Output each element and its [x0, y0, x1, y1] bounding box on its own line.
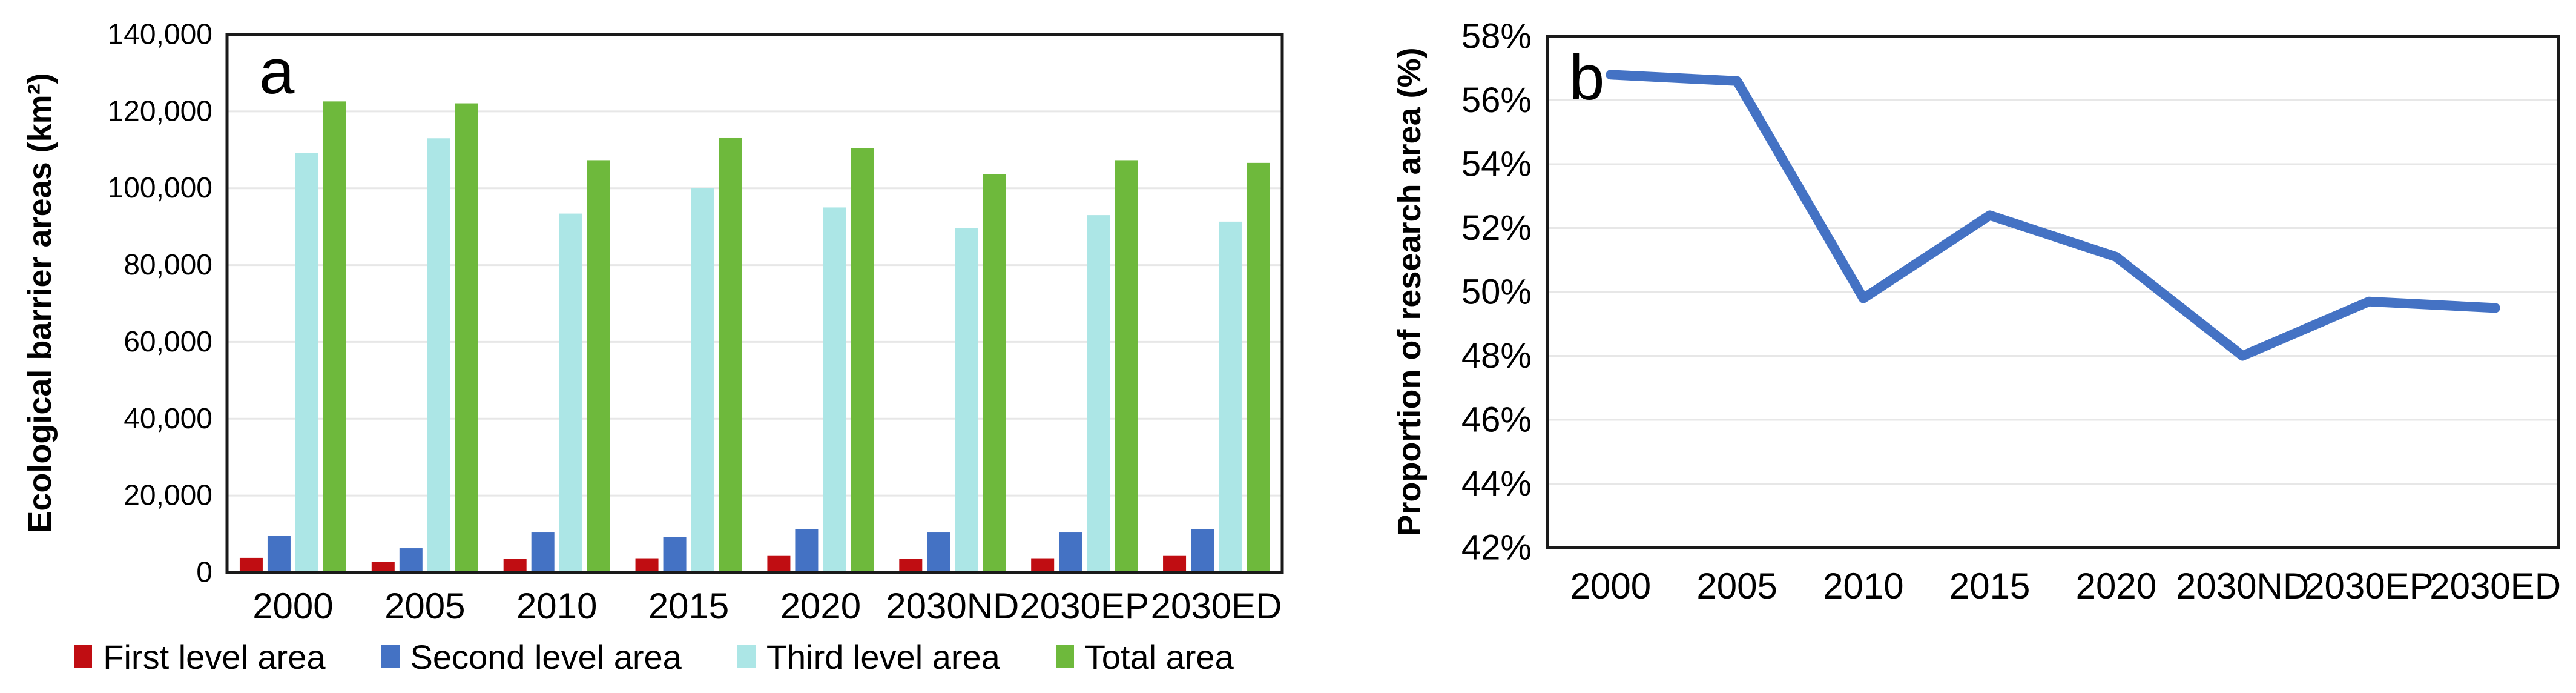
bar-total-area-2030EP	[1115, 160, 1138, 572]
y-tick-label: 48%	[1461, 336, 1532, 376]
y-tick-label: 20,000	[124, 480, 212, 512]
x-tick-label: 2000	[252, 586, 333, 626]
bar-third-level-area-2030ED	[1219, 221, 1242, 572]
panel-b-y-axis-title: Proportion of research area (%)	[1391, 47, 1428, 537]
bar-third-level-area-2010	[559, 213, 582, 572]
x-tick-label: 2015	[648, 586, 729, 626]
x-tick-label: 2005	[1696, 566, 1777, 606]
legend: First level area Second level area Third l…	[0, 632, 1308, 681]
x-tick-label: 2000	[1570, 566, 1651, 606]
legend-item-third-level-area: Third level area	[737, 637, 1000, 677]
bar-third-level-area-2030ND	[955, 228, 978, 572]
legend-item-second-level-area: Second level area	[381, 637, 682, 677]
bar-total-area-2015	[719, 137, 742, 572]
panel-a-y-axis-title: Ecological barrier areas (km²)	[22, 73, 58, 533]
bar-third-level-area-2030EP	[1087, 215, 1110, 573]
line-proportion-of-research-area	[1606, 70, 2500, 361]
legend-swatch	[737, 645, 756, 668]
x-tick-label: 2030ED	[1151, 586, 1282, 626]
legend-label: Total area	[1084, 637, 1234, 676]
bar-total-area-2030ND	[983, 174, 1006, 572]
panel-b-letter: b	[1569, 42, 1605, 113]
bar-first-level-area-2010	[503, 559, 527, 572]
x-tick-label: 2015	[1949, 566, 2030, 606]
bar-first-level-area-2030ED	[1163, 555, 1187, 572]
x-tick-label: 2030ND	[2176, 566, 2309, 606]
x-tick-label: 2030EP	[2304, 566, 2434, 606]
bar-second-level-area-2000	[267, 536, 291, 572]
bar-third-level-area-2005	[427, 138, 450, 572]
panel-a-letter: a	[259, 36, 295, 107]
bar-second-level-area-2005	[399, 548, 423, 572]
legend-item-total-area: Total area	[1055, 637, 1234, 677]
bar-third-level-area-2015	[691, 188, 714, 573]
y-tick-label: 46%	[1461, 400, 1532, 440]
y-tick-label: 40,000	[124, 403, 212, 435]
y-tick-label: 52%	[1461, 208, 1532, 248]
legend-swatch	[381, 645, 400, 668]
y-tick-label: 44%	[1461, 464, 1532, 503]
bar-first-level-area-2030EP	[1031, 558, 1055, 572]
legend-swatch	[1055, 645, 1074, 668]
bar-first-level-area-2005	[371, 562, 395, 572]
bar-total-area-2030ED	[1247, 162, 1270, 572]
y-tick-label: 100,000	[107, 172, 212, 204]
x-tick-label: 2030ND	[886, 586, 1019, 626]
bar-first-level-area-2000	[239, 557, 263, 572]
y-tick-label: 80,000	[124, 249, 212, 281]
x-tick-label: 2020	[780, 586, 861, 626]
bar-total-area-2005	[455, 103, 478, 573]
y-tick-label: 54%	[1461, 145, 1532, 184]
y-tick-label: 56%	[1461, 81, 1532, 120]
bar-third-level-area-2000	[295, 153, 318, 573]
bar-first-level-area-2020	[767, 555, 791, 572]
y-tick-label: 0	[196, 557, 212, 589]
y-tick-label: 58%	[1461, 17, 1532, 56]
x-tick-label: 2030EP	[1020, 586, 1149, 626]
bar-third-level-area-2020	[823, 207, 846, 572]
x-tick-label: 2030ED	[2429, 566, 2561, 606]
plot-border	[225, 33, 1284, 574]
legend-swatch	[74, 645, 93, 668]
y-tick-label: 140,000	[107, 19, 212, 51]
bar-second-level-area-2030ND	[927, 532, 950, 572]
bar-second-level-area-2015	[663, 537, 687, 572]
y-tick-label: 60,000	[124, 326, 212, 358]
x-tick-label: 2010	[516, 586, 597, 626]
bar-total-area-2000	[323, 101, 346, 572]
x-tick-label: 2010	[1823, 566, 1903, 606]
legend-item-first-level-area: First level area	[74, 637, 326, 677]
y-tick-label: 120,000	[107, 95, 212, 127]
plot-border	[1546, 35, 2560, 549]
bar-second-level-area-2030EP	[1059, 532, 1082, 572]
x-tick-label: 2005	[384, 586, 465, 626]
bar-first-level-area-2030ND	[899, 559, 923, 572]
bar-second-level-area-2010	[531, 532, 555, 572]
legend-label: First level area	[103, 637, 326, 676]
y-tick-label: 50%	[1461, 273, 1532, 312]
legend-label: Second level area	[410, 637, 682, 676]
bar-second-level-area-2030ED	[1191, 529, 1214, 572]
bar-total-area-2020	[851, 148, 874, 573]
x-tick-label: 2020	[2076, 566, 2156, 606]
bar-second-level-area-2020	[795, 529, 819, 572]
bar-first-level-area-2015	[635, 558, 659, 572]
bar-total-area-2010	[587, 160, 610, 572]
y-tick-label: 42%	[1461, 528, 1532, 568]
legend-label: Third level area	[766, 637, 1000, 676]
